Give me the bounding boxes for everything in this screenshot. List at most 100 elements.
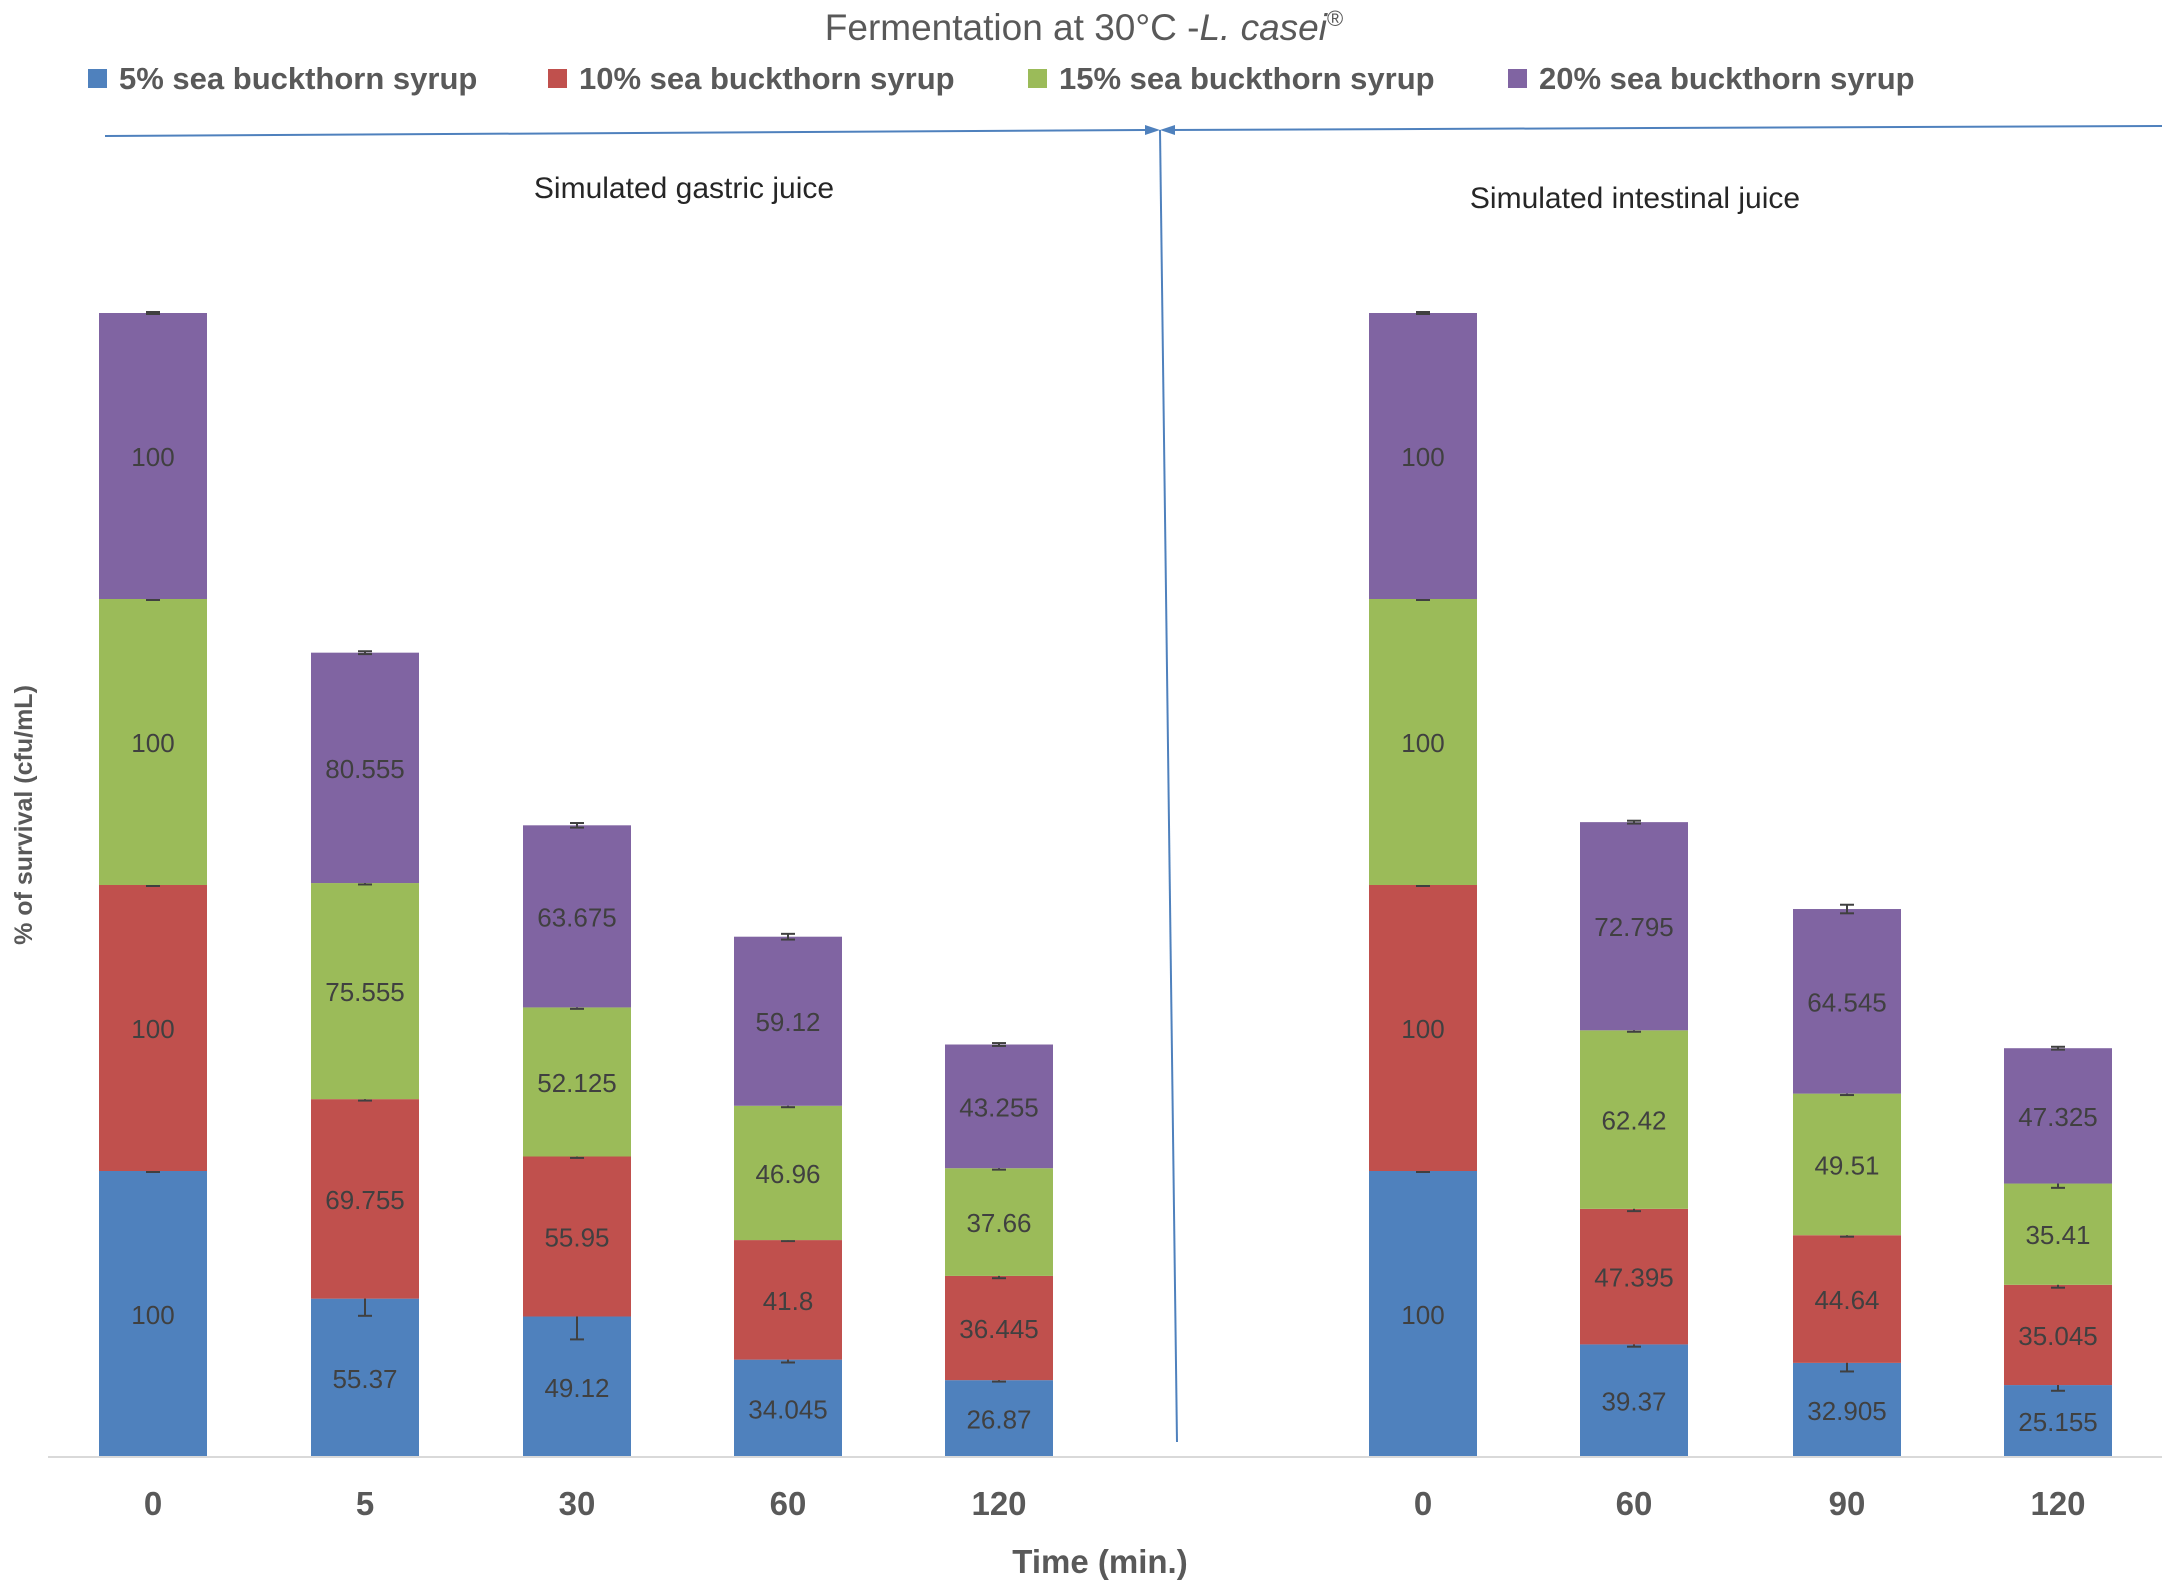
panel-title: Simulated intestinal juice	[1470, 182, 1800, 215]
bar-segment	[99, 885, 207, 1171]
bar-segment	[1793, 1362, 1901, 1457]
legend-swatch	[88, 69, 107, 88]
data-label: 35.045	[2018, 1321, 2098, 1351]
panel-gastric: Simulated gastric juice 100 100 100 100 0 55.3…	[99, 172, 1053, 1522]
data-label: 44.64	[1814, 1285, 1879, 1315]
chart-title-main: Fermentation at 30°C -	[825, 7, 1200, 48]
x-tick-label: 120	[971, 1485, 1026, 1522]
data-label: 69.755	[325, 1185, 405, 1215]
data-label: 100	[1401, 1014, 1444, 1044]
data-label: 80.555	[325, 754, 405, 784]
data-label: 25.155	[2018, 1407, 2098, 1437]
stacked-bar: 39.37 47.395 62.42 72.795	[1580, 819, 1688, 1457]
bar-segment	[1369, 313, 1477, 599]
bar-segment	[734, 1105, 842, 1241]
data-label: 62.42	[1601, 1106, 1666, 1136]
stacked-bar: 32.905 44.64 49.51 64.545	[1793, 903, 1901, 1457]
bar-segment	[1580, 1208, 1688, 1345]
x-tick-label: 60	[770, 1485, 807, 1522]
bar-segment	[1793, 909, 1901, 1094]
x-tick-label: 60	[1616, 1485, 1653, 1522]
bar-segment	[945, 1275, 1053, 1381]
x-axis-label: Time (min.)	[1012, 1543, 1187, 1580]
legend-swatch	[1028, 69, 1047, 88]
chart-title-sup: ®	[1327, 6, 1343, 31]
data-label: 37.66	[966, 1208, 1031, 1238]
panel-intestinal: Simulated intestinal juice 100 100 100 100 0 3…	[1369, 182, 2112, 1522]
x-tick-label: 30	[559, 1485, 596, 1522]
data-label: 72.795	[1594, 912, 1674, 942]
panel-title: Simulated gastric juice	[534, 172, 834, 205]
data-label: 36.445	[959, 1314, 1039, 1344]
bar-segment	[734, 1240, 842, 1360]
bar-segment	[1793, 1093, 1901, 1236]
bar-segment	[1580, 1030, 1688, 1209]
stacked-bar: 100 100 100 100	[1369, 311, 1477, 1457]
data-label: 100	[1401, 728, 1444, 758]
bar-segment	[945, 1168, 1053, 1276]
data-label: 26.87	[966, 1405, 1031, 1435]
data-label: 41.8	[763, 1286, 814, 1316]
data-label: 75.555	[325, 977, 405, 1007]
top-divider-left	[104, 129, 1153, 137]
bar-segment	[2004, 1385, 2112, 1457]
bar-segment	[311, 652, 419, 884]
bar-segment	[945, 1380, 1053, 1457]
legend-item: 15% sea buckthorn syrup	[1028, 61, 1435, 96]
data-label: 100	[131, 442, 174, 472]
bar-segment	[1369, 599, 1477, 885]
data-label: 55.95	[544, 1223, 609, 1253]
bar-segment	[311, 883, 419, 1100]
data-label: 100	[1401, 442, 1444, 472]
stacked-bar: 26.87 36.445 37.66 43.255	[945, 1042, 1053, 1457]
stacked-bar: 100 100 100 100	[99, 311, 207, 1457]
bar-segment	[1580, 1344, 1688, 1457]
data-label: 63.675	[537, 902, 617, 932]
stacked-bar: 55.37 69.755 75.555 80.555	[311, 650, 419, 1457]
chart-title-italic: L. casei	[1199, 7, 1328, 48]
bar-segment	[734, 1359, 842, 1457]
bar-segment	[1793, 1235, 1901, 1363]
bar-segment	[1580, 822, 1688, 1031]
legend-label: 20% sea buckthorn syrup	[1539, 61, 1915, 96]
data-label: 100	[131, 728, 174, 758]
panel-divider-lines	[104, 125, 2162, 1443]
data-label: 100	[131, 1300, 174, 1330]
x-tick-label: 120	[2030, 1485, 2085, 1522]
bar-segment	[311, 1298, 419, 1457]
stacked-bar: 49.12 55.95 52.125 63.675	[523, 822, 631, 1457]
data-label: 59.12	[755, 1007, 820, 1037]
data-label: 100	[131, 1014, 174, 1044]
divider-arrow-right	[1160, 125, 1175, 135]
top-divider-right	[1166, 125, 2162, 131]
legend-label: 15% sea buckthorn syrup	[1059, 61, 1435, 96]
x-tick-label: 5	[356, 1485, 374, 1522]
bar-segment	[99, 313, 207, 599]
bar-segment	[523, 1156, 631, 1317]
legend: 5% sea buckthorn syrup 10% sea buckthorn …	[88, 61, 1915, 96]
bar-segment	[311, 1099, 419, 1299]
legend-label: 5% sea buckthorn syrup	[119, 61, 477, 96]
data-label: 55.37	[332, 1364, 397, 1394]
chart-title: Fermentation at 30°C -L. casei®	[825, 6, 1343, 48]
data-label: 47.325	[2018, 1102, 2098, 1132]
stacked-bar: 34.045 41.8 46.96 59.12	[734, 932, 842, 1457]
bar-segment	[523, 1007, 631, 1157]
x-tick-label: 0	[1414, 1485, 1432, 1522]
data-label: 49.12	[544, 1373, 609, 1403]
stacked-bar: 25.155 35.045 35.41 47.325	[2004, 1045, 2112, 1457]
bar-segment	[1369, 885, 1477, 1171]
data-label: 52.125	[537, 1068, 617, 1098]
data-label: 32.905	[1807, 1396, 1887, 1426]
data-label: 34.045	[748, 1394, 828, 1424]
data-label: 47.395	[1594, 1263, 1674, 1293]
legend-item: 5% sea buckthorn syrup	[88, 61, 477, 96]
y-axis-label: % of survival (cfu/mL)	[10, 685, 38, 945]
legend-item: 20% sea buckthorn syrup	[1508, 61, 1915, 96]
data-label: 46.96	[755, 1159, 820, 1189]
data-label: 49.51	[1814, 1150, 1879, 1180]
bar-segment	[734, 936, 842, 1106]
bar-segment	[99, 1171, 207, 1457]
x-tick-label: 90	[1829, 1485, 1866, 1522]
